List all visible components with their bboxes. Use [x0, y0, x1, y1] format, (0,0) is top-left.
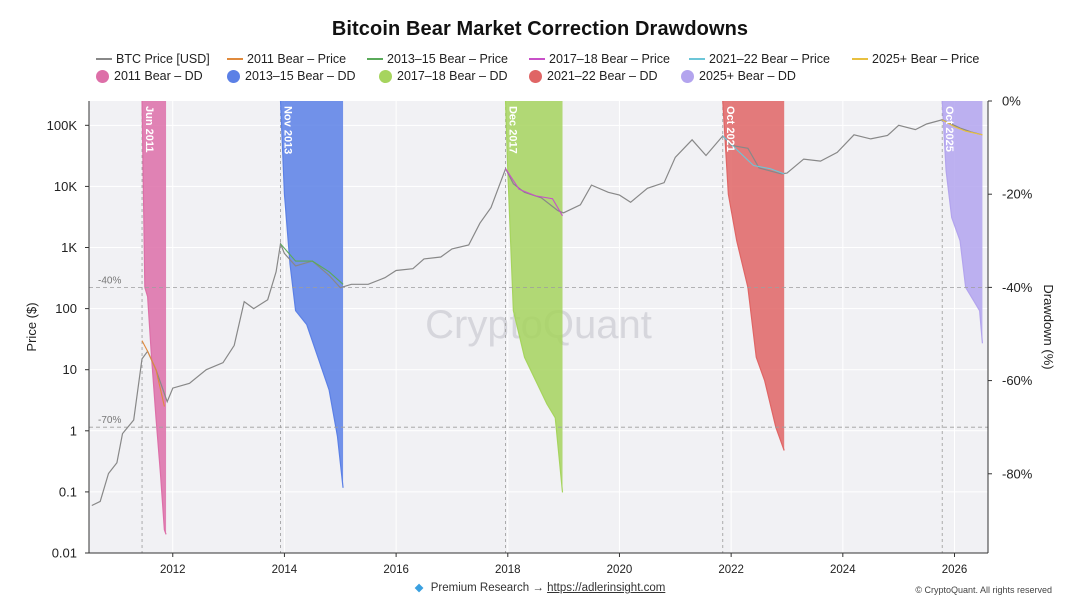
legend-line-swatch [529, 58, 545, 60]
bear-start-label: Oct 2025 [943, 106, 955, 152]
drawdown-line [141, 100, 167, 535]
y-left-tick-label: 100K [47, 118, 78, 133]
bear-price-line [722, 135, 785, 175]
legend-dot-swatch [681, 69, 694, 83]
x-tick-label: 2014 [272, 564, 298, 576]
bear-start-label: Dec 2017 [507, 106, 519, 154]
legend-label: 2017–18 Bear – DD [397, 69, 508, 83]
y-left-tick-label: 1K [61, 240, 77, 255]
x-tick-label: 2018 [495, 564, 521, 576]
footer-prefix: Premium Research → [430, 582, 544, 594]
legend-line-swatch [689, 58, 705, 60]
legend-line-swatch [852, 58, 868, 60]
bear-price-line [941, 119, 983, 136]
legend-item[interactable]: 2011 Bear – Price [227, 52, 346, 66]
y-left-tick-label: 100 [55, 301, 77, 316]
drawdown-line [941, 100, 984, 344]
y-right-tick-label: -80% [1002, 466, 1033, 481]
bear-price-line [505, 168, 563, 217]
y-left-tick-label: 10K [54, 179, 77, 194]
chart-title: Bitcoin Bear Market Correction Drawdowns [331, 18, 749, 40]
y-left-tick-label: 1 [70, 423, 77, 438]
bear-start-label: Nov 2013 [282, 106, 294, 154]
btc-price-line [91, 119, 983, 507]
bear-price-line [141, 340, 165, 407]
legend-label: 2017–18 Bear – Price [549, 52, 670, 66]
legend-item[interactable]: 2021–22 Bear – Price [689, 52, 830, 66]
y-left-tick-label: 10 [63, 362, 77, 377]
drawdown-area [942, 101, 983, 344]
legend-line-swatch [96, 58, 112, 60]
legend-label: 2025+ Bear – Price [872, 52, 980, 66]
x-tick-label: 2024 [830, 564, 856, 576]
legend-item[interactable]: 2011 Bear – DD [96, 69, 203, 83]
legend-line-swatch [227, 58, 243, 60]
bear-start-label: Oct 2021 [724, 106, 736, 152]
legend-label: 2021–22 Bear – DD [547, 69, 658, 83]
legend-item[interactable]: 2021–22 Bear – DD [529, 69, 658, 83]
legend-item[interactable]: 2025+ Bear – DD [681, 69, 796, 83]
y-right-tick-label: 0% [1002, 94, 1021, 109]
legend-item[interactable]: 2013–15 Bear – DD [227, 69, 356, 83]
drawdown-area [722, 101, 785, 451]
legend: BTC Price [USD] 2011 Bear – Price 2013–15 … [96, 52, 1026, 86]
reference-line-label: -70% [98, 415, 121, 426]
x-tick-label: 2016 [383, 564, 409, 576]
footer-link[interactable]: https://adlerinsight.com [547, 582, 666, 594]
drawdown-area [280, 101, 344, 488]
legend-dot-swatch [227, 69, 240, 83]
legend-row-price: BTC Price [USD] 2011 Bear – Price 2013–15 … [96, 52, 1026, 69]
legend-label: 2021–22 Bear – Price [709, 52, 830, 66]
legend-item[interactable]: BTC Price [USD] [96, 52, 210, 66]
legend-label: 2025+ Bear – DD [699, 69, 796, 83]
y-right-tick-label: -60% [1002, 373, 1033, 388]
legend-item[interactable]: 2013–15 Bear – Price [367, 52, 508, 66]
y-left-axis-label: Price ($) [24, 302, 39, 351]
y-right-axis-label: Drawdown (%) [1041, 284, 1056, 369]
bear-start-label: Jun 2011 [143, 106, 155, 152]
footer-research: ◆ Premium Research → https://adlerinsigh… [0, 580, 1080, 594]
legend-label: 2011 Bear – DD [114, 69, 203, 83]
x-tick-label: 2022 [718, 564, 744, 576]
legend-item[interactable]: 2017–18 Bear – Price [529, 52, 670, 66]
x-tick-label: 2020 [607, 564, 633, 576]
legend-label: BTC Price [USD] [116, 52, 210, 66]
legend-dot-swatch [529, 69, 542, 83]
drawdown-line [279, 100, 344, 488]
legend-dot-swatch [379, 69, 392, 83]
y-right-tick-label: -40% [1002, 280, 1033, 295]
drawdown-area [142, 101, 167, 535]
bear-price-line [280, 243, 344, 285]
legend-label: 2013–15 Bear – Price [387, 52, 508, 66]
footer-copyright: © CryptoQuant. All rights reserved [915, 585, 1052, 595]
x-tick-label: 2026 [942, 564, 968, 576]
legend-label: 2011 Bear – Price [247, 52, 347, 66]
legend-label: 2013–15 Bear – DD [245, 69, 356, 83]
legend-item[interactable]: 2017–18 Bear – DD [379, 69, 508, 83]
drawdown-line [722, 100, 785, 451]
diamond-icon: ◆ [414, 582, 424, 594]
legend-item[interactable]: 2025+ Bear – Price [852, 52, 979, 66]
y-left-tick-label: 0.01 [52, 546, 77, 561]
reference-line-label: -40% [98, 275, 121, 286]
y-left-tick-label: 0.1 [59, 484, 77, 499]
y-right-tick-label: -20% [1002, 187, 1033, 202]
legend-line-swatch [367, 58, 383, 60]
x-tick-label: 2012 [160, 564, 186, 576]
legend-row-drawdown: 2011 Bear – DD 2013–15 Bear – DD 2017–18 B… [96, 69, 1026, 86]
drawdown-area [505, 101, 563, 493]
legend-dot-swatch [96, 69, 109, 83]
drawdown-line [504, 100, 564, 493]
